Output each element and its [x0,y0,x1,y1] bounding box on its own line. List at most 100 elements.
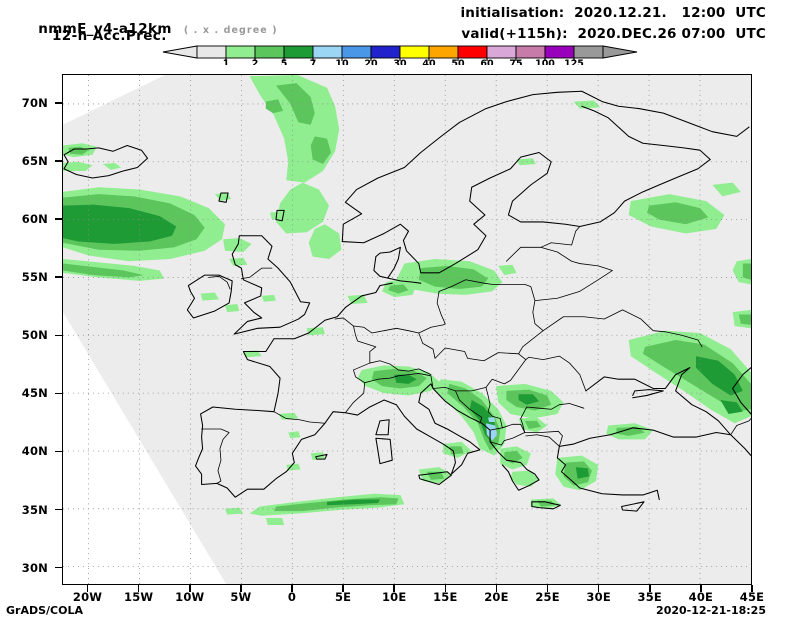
precip-contour-band [327,499,380,506]
longitude-tick-mark [291,585,293,592]
latitude-tick-label: 35N [21,502,48,517]
latitude-tick-label: 60N [21,212,48,227]
colorbar-band [399,45,430,59]
coastline [418,471,452,486]
coastline [275,209,285,222]
coastline [581,105,711,223]
precip-contour-band [288,431,301,439]
precipitation-field [63,75,751,526]
precip-contour-band [449,446,464,455]
coastline [315,453,328,460]
latitude-tick-label: 65N [21,154,48,169]
coastline [194,338,371,498]
precip-contour-band [742,263,751,280]
precip-contour-band [269,211,285,220]
precip-contour-band [510,470,540,487]
latitude-tick-mark [55,392,63,395]
precip-contour-band [524,420,542,430]
border-line [540,226,581,248]
precip-contour-band [516,158,536,166]
border-line [730,418,751,436]
coastline [632,389,664,399]
coastline [218,192,229,203]
longitude-tick-label: 45E [739,590,765,604]
coastline [558,427,751,457]
coastline [369,383,481,475]
field-title: 12-h Acc.Prec. [52,28,167,44]
longitude-tick-mark [137,585,140,592]
longitude-tick-mark [342,585,344,592]
border-line [542,309,703,348]
precipitation-map[interactable] [63,75,751,584]
coastline [556,445,660,501]
latitude-tick-label: 55N [21,270,48,285]
valid-time: valid(+115h): 2020.DEC.26 07:00 UTC [461,26,766,42]
longitude-tick-mark [546,585,549,592]
coastline [375,437,393,465]
model-name-text: nmmE_v4-a12km [38,21,172,37]
colorbar-band [196,45,227,59]
precip-contour-band [388,284,409,294]
colorbar-tick-label: 40 [422,59,436,66]
border-line [455,390,483,424]
colorbar-tick-label: 60 [480,59,494,66]
colorbar-band [225,45,256,59]
precip-contour-band [488,417,496,423]
precip-contour-band [695,356,743,396]
precip-contour-band [275,182,330,234]
coastline [231,235,311,335]
coastline [186,274,233,319]
longitude-tick-label: 35E [637,590,662,604]
colorbar-band [283,45,314,59]
precip-contour-band [243,350,262,358]
border-line [524,430,563,447]
model-units-note: ( . x . degree ) [183,25,278,36]
precip-contour-band [63,204,177,244]
precip-contour-band [286,463,301,471]
border-line [273,411,326,424]
latitude-tick-mark [55,508,63,511]
precip-contour-band [575,467,589,479]
latitude-tick-label: 40N [21,444,48,459]
colorbar-legend: 1 2 5 7 10 20 30 40 50 60 75 100 125 [161,45,639,65]
precip-contour-band [102,162,122,170]
longitude-tick-mark [700,585,702,592]
border-line [489,423,526,446]
longitude-tick-mark [240,585,242,592]
precip-contour-band [418,265,489,290]
colorbar-band [544,45,575,59]
map-plot-area[interactable] [62,74,752,585]
border-line [418,332,527,362]
precip-contour-band [616,426,646,436]
border-line [525,355,587,392]
colorbar-band [370,45,401,59]
border-line [201,428,230,484]
producer-credit: GrADS/COLA [6,604,83,617]
colorbar-tick-label: 7 [310,59,317,66]
longitude-tick-label: 20E [484,590,509,604]
precip-contour-band [306,327,325,336]
colorbar-tick-label: 75 [509,59,522,66]
coastline [585,367,732,436]
precip-contour-band [310,136,332,165]
coastline [341,90,750,243]
colorbar-band [515,45,546,59]
colorbar-band [428,45,459,59]
precip-contour-band [738,314,751,325]
precip-contour-band [225,507,244,515]
coastline [375,246,401,278]
latitude-tick-mark [55,218,63,220]
latitude-tick-label: 45N [21,386,48,401]
longitude-tick-mark [444,585,447,592]
precip-contour-band [720,400,743,414]
border-line [240,267,273,279]
border-line [506,246,613,302]
longitude-tick-label: 0 [287,590,297,604]
precip-contour-band [573,100,601,109]
colorbar-tick-label: 30 [393,59,407,66]
longitude-tick-label: 10W [175,590,205,604]
border-line [334,317,377,364]
colorbar-band [254,45,285,59]
longitude-tick-label: 5E [334,590,352,604]
latitude-tick-label: 50N [21,328,48,343]
